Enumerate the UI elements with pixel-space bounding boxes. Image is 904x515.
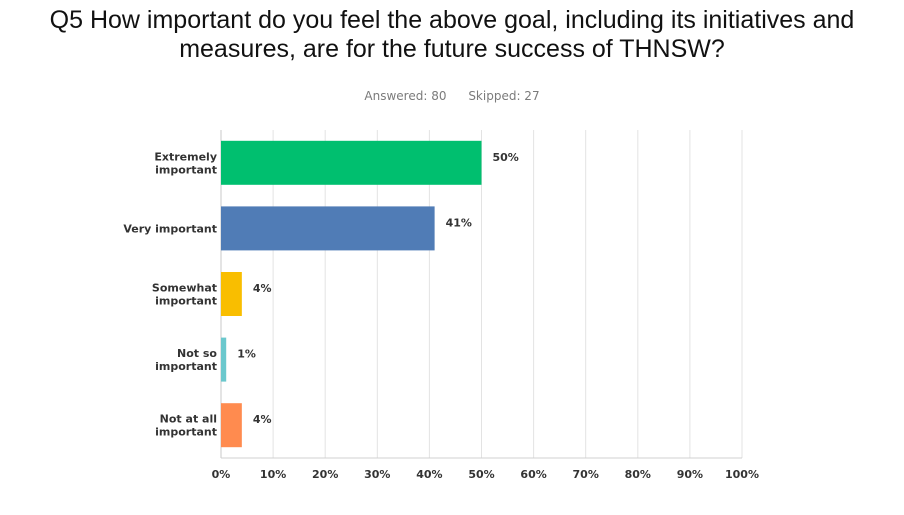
data-label: 4% — [253, 282, 272, 295]
x-tick-label: 40% — [416, 468, 442, 481]
category-label: Extremely important — [154, 150, 217, 176]
answered-count: Answered: 80 — [364, 89, 447, 103]
category-label: Very important — [123, 222, 217, 235]
bar — [221, 206, 435, 251]
x-tick-label: 20% — [312, 468, 338, 481]
category-label-line: important — [155, 295, 217, 308]
response-stats: Answered: 80 Skipped: 27 — [0, 89, 904, 103]
category-label-line: Somewhat — [152, 282, 217, 295]
x-tick-label: 30% — [364, 468, 390, 481]
category-label: Not at all important — [155, 413, 217, 439]
title-line-1: Q5 How important do you feel the above g… — [49, 6, 855, 34]
x-tick-label: 60% — [520, 468, 546, 481]
bar — [221, 272, 242, 316]
data-label: 41% — [446, 216, 472, 229]
chart-title: Q5 How important do you feel the above g… — [0, 6, 904, 64]
category-label-line: Very important — [123, 222, 217, 235]
x-tick-label: 10% — [260, 468, 286, 481]
data-label: 4% — [253, 413, 272, 426]
x-tick-label: 100% — [725, 468, 759, 481]
title-line-2: measures, are for the future success of … — [179, 35, 725, 63]
x-tick-label: 0% — [212, 468, 231, 481]
category-label-line: Not at all — [160, 413, 217, 426]
x-tick-label: 80% — [625, 468, 651, 481]
data-label: 50% — [493, 151, 519, 164]
x-tick-label: 90% — [677, 468, 703, 481]
data-label: 1% — [237, 348, 256, 361]
category-label-line: Not so — [177, 347, 217, 360]
category-label-line: important — [155, 426, 217, 439]
x-tick-label: 70% — [573, 468, 599, 481]
skipped-count: Skipped: 27 — [468, 89, 540, 103]
x-tick-label: 50% — [468, 468, 494, 481]
bar — [221, 140, 482, 185]
category-label: Somewhat important — [152, 282, 217, 308]
category-label-line: Extremely — [154, 150, 217, 163]
category-label: Not so important — [155, 347, 217, 373]
category-label-line: important — [155, 163, 217, 176]
category-label-line: important — [155, 360, 217, 373]
bar — [221, 337, 227, 382]
bar — [221, 403, 242, 448]
